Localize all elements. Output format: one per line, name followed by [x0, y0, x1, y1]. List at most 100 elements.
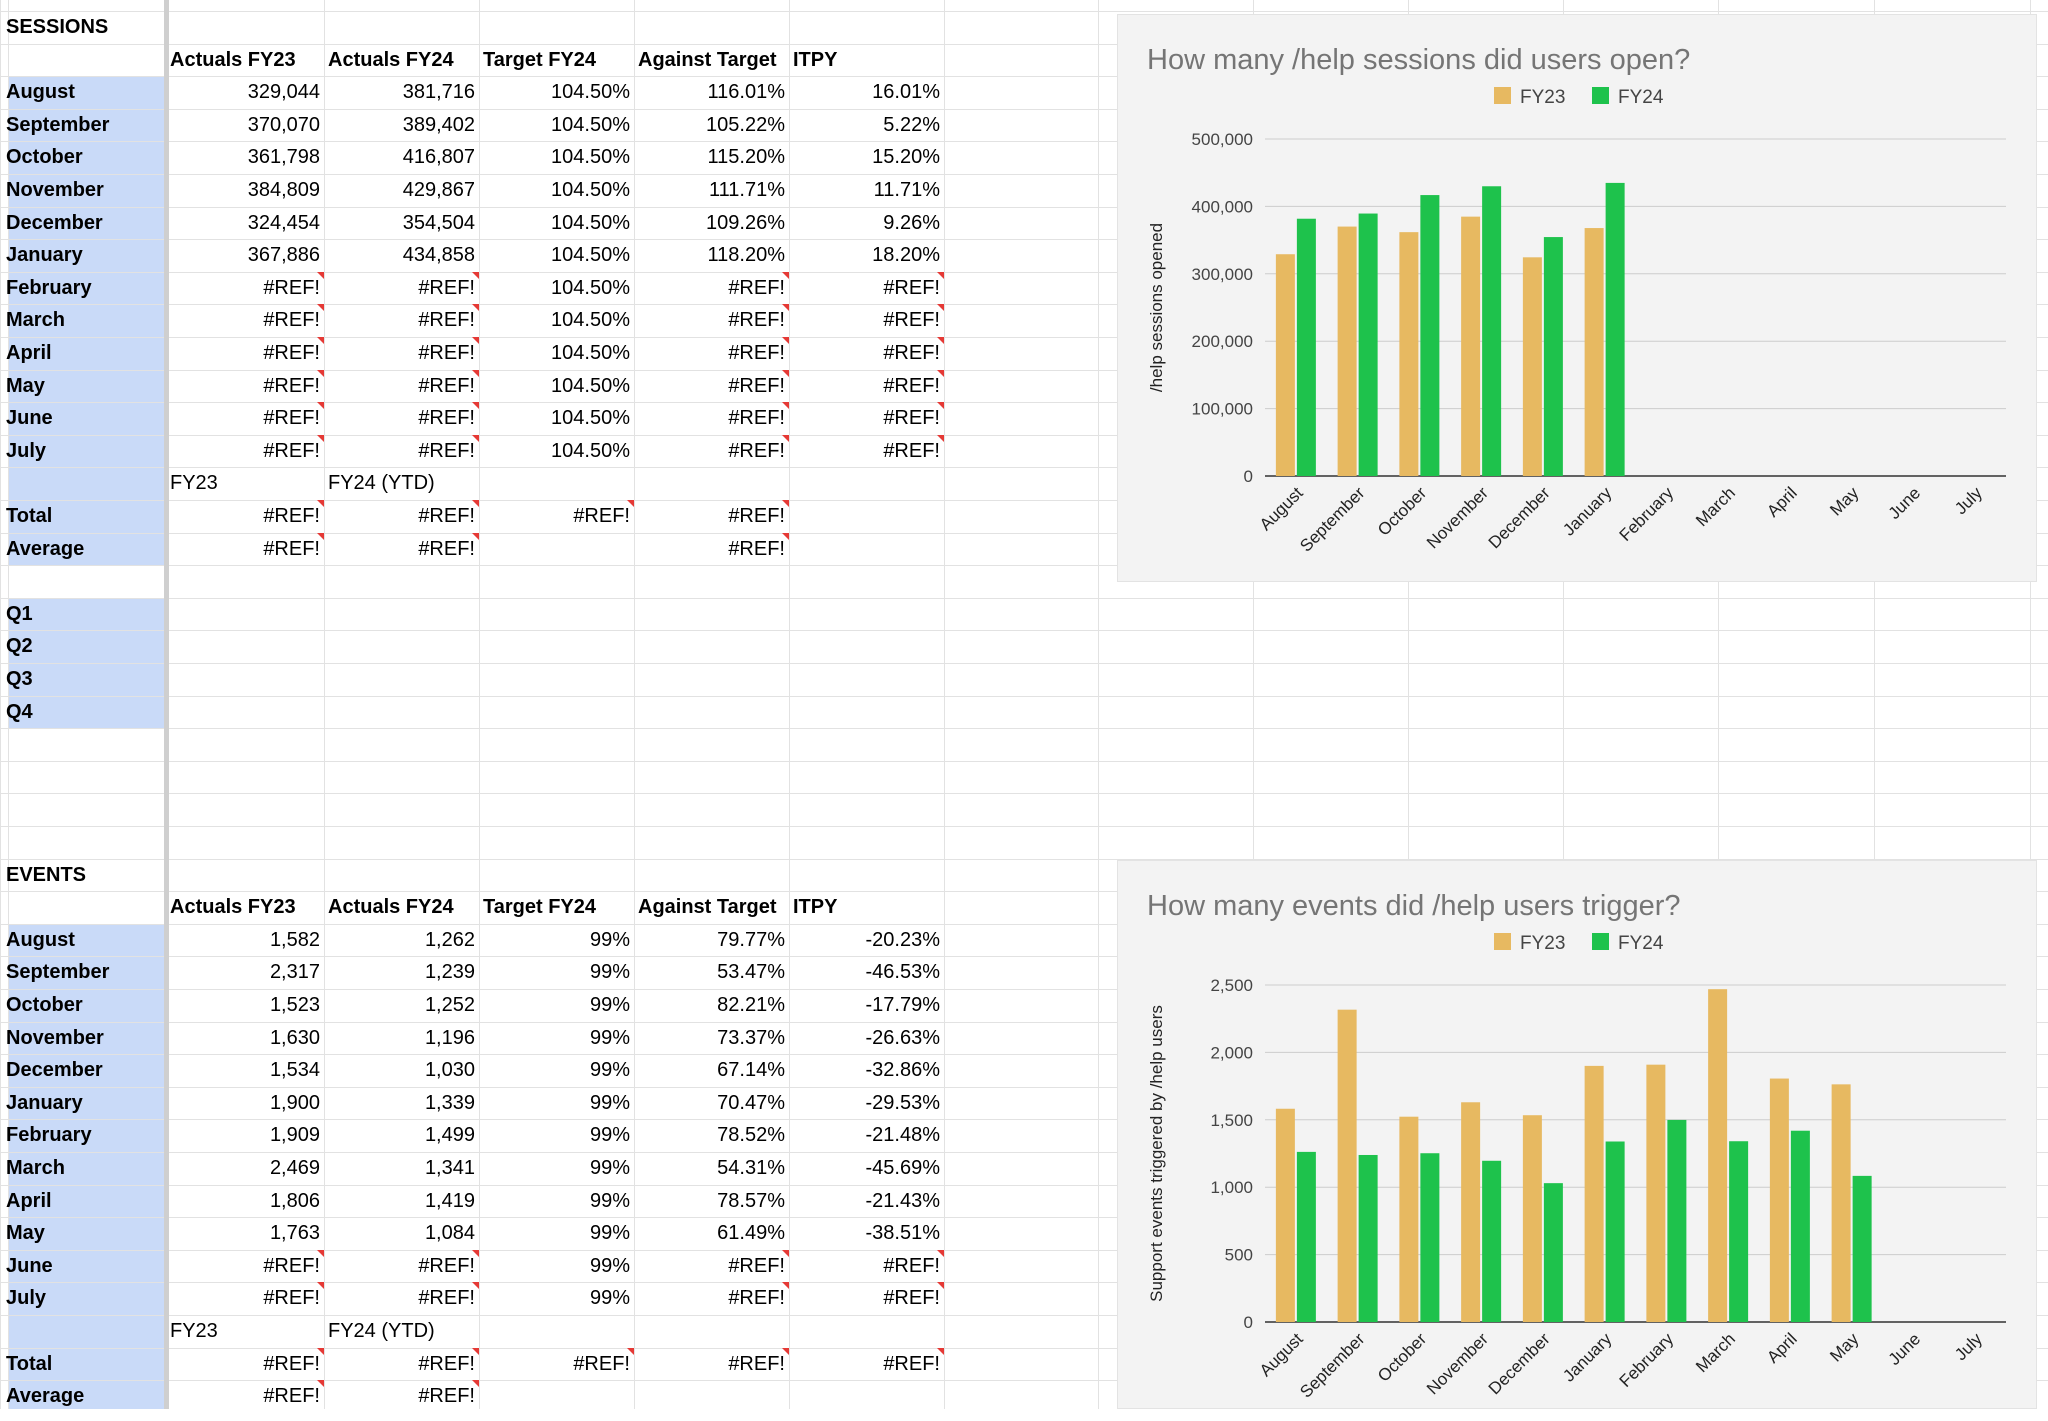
- column-header[interactable]: Target FY24: [483, 896, 596, 919]
- summary-subheader[interactable]: FY23: [170, 472, 218, 495]
- bar-fy24-november[interactable]: [1482, 1160, 1502, 1322]
- table-cell[interactable]: 416,807: [402, 146, 475, 169]
- table-cell[interactable]: #REF!: [789, 1249, 944, 1282]
- table-cell[interactable]: 99%: [589, 928, 630, 951]
- bar-fy23-november[interactable]: [1461, 1102, 1481, 1322]
- table-cell[interactable]: #REF!: [634, 369, 789, 402]
- row-label-month[interactable]: December: [0, 1054, 103, 1086]
- table-cell[interactable]: #REF!: [324, 434, 479, 467]
- table-cell[interactable]: 99%: [589, 1091, 630, 1114]
- table-cell[interactable]: 361,798: [247, 146, 320, 169]
- table-cell[interactable]: 104.50%: [551, 146, 630, 169]
- table-cell[interactable]: 1,252: [424, 994, 475, 1016]
- bar-fy24-november[interactable]: [1482, 186, 1502, 476]
- table-cell[interactable]: #REF!: [166, 402, 324, 434]
- table-cell[interactable]: #REF!: [789, 369, 944, 402]
- column-header[interactable]: Target FY24: [483, 48, 596, 71]
- summary-cell[interactable]: #REF!: [634, 1347, 789, 1380]
- table-cell[interactable]: #REF!: [166, 1249, 324, 1282]
- table-cell[interactable]: 105.22%: [706, 113, 785, 136]
- table-cell[interactable]: 1,630: [269, 1026, 320, 1049]
- table-cell[interactable]: 99%: [589, 1124, 630, 1147]
- table-cell[interactable]: #REF!: [166, 1282, 324, 1314]
- row-label-month[interactable]: May: [0, 370, 45, 402]
- bar-fy23-january[interactable]: [1584, 228, 1604, 476]
- table-cell[interactable]: 2,469: [269, 1157, 320, 1179]
- bar-fy24-may[interactable]: [1852, 1175, 1872, 1322]
- row-label-month[interactable]: August: [0, 924, 75, 956]
- table-cell[interactable]: 16.01%: [872, 81, 940, 104]
- bar-fy23-january[interactable]: [1584, 1065, 1604, 1322]
- bar-fy24-january[interactable]: [1605, 1141, 1625, 1322]
- summary-cell[interactable]: #REF!: [166, 1380, 324, 1412]
- summary-row-label[interactable]: Total: [0, 1348, 52, 1380]
- table-cell[interactable]: -38.51%: [865, 1222, 941, 1245]
- table-cell[interactable]: 15.20%: [872, 146, 940, 169]
- table-cell[interactable]: 370,070: [247, 113, 320, 136]
- table-cell[interactable]: 104.50%: [551, 407, 630, 430]
- column-header[interactable]: Against Target: [638, 896, 777, 919]
- table-cell[interactable]: 99%: [589, 1059, 630, 1082]
- table-cell[interactable]: 99%: [589, 1189, 630, 1212]
- row-label-month[interactable]: February: [0, 272, 92, 304]
- column-header[interactable]: Actuals FY23: [170, 896, 296, 919]
- table-cell[interactable]: #REF!: [324, 1282, 479, 1314]
- sessions-chart[interactable]: How many /help sessions did users open? F…: [1117, 14, 2037, 582]
- table-cell[interactable]: 99%: [589, 1222, 630, 1245]
- summary-cell[interactable]: #REF!: [166, 532, 324, 565]
- column-header[interactable]: ITPY: [793, 896, 838, 919]
- row-label-month[interactable]: December: [0, 207, 103, 239]
- table-cell[interactable]: 1,341: [424, 1157, 475, 1179]
- row-label-month[interactable]: October: [0, 141, 83, 173]
- table-cell[interactable]: -26.63%: [865, 1026, 941, 1049]
- table-cell[interactable]: #REF!: [789, 304, 944, 336]
- table-cell[interactable]: 104.50%: [551, 113, 630, 136]
- table-cell[interactable]: #REF!: [324, 1249, 479, 1282]
- table-cell[interactable]: 53.47%: [717, 961, 785, 984]
- bar-fy23-december[interactable]: [1522, 1115, 1542, 1322]
- row-label-month[interactable]: February: [0, 1119, 92, 1151]
- table-cell[interactable]: 329,044: [247, 81, 320, 104]
- table-cell[interactable]: 73.37%: [717, 1026, 785, 1049]
- table-cell[interactable]: 99%: [589, 1254, 630, 1277]
- table-cell[interactable]: 78.52%: [717, 1124, 785, 1147]
- table-cell[interactable]: 2,317: [269, 961, 320, 984]
- summary-subheader[interactable]: FY24 (YTD): [328, 472, 435, 495]
- table-cell[interactable]: #REF!: [166, 369, 324, 402]
- table-cell[interactable]: 367,886: [247, 244, 320, 267]
- table-cell[interactable]: 1,523: [269, 994, 320, 1016]
- column-header[interactable]: Against Target: [638, 48, 777, 71]
- table-cell[interactable]: 1,763: [269, 1222, 320, 1245]
- table-cell[interactable]: 61.49%: [717, 1222, 785, 1245]
- table-cell[interactable]: 429,867: [402, 179, 475, 201]
- table-cell[interactable]: #REF!: [789, 1282, 944, 1314]
- table-cell[interactable]: 1,262: [424, 928, 475, 951]
- bar-fy23-may[interactable]: [1831, 1084, 1851, 1322]
- column-header[interactable]: ITPY: [793, 48, 838, 71]
- bar-fy23-december[interactable]: [1522, 257, 1542, 476]
- events-chart[interactable]: How many events did /help users trigger?…: [1117, 860, 2037, 1409]
- table-cell[interactable]: 70.47%: [717, 1091, 785, 1114]
- row-label-month[interactable]: May: [0, 1217, 45, 1249]
- table-cell[interactable]: #REF!: [324, 402, 479, 434]
- bar-fy23-august[interactable]: [1275, 1108, 1295, 1322]
- table-cell[interactable]: 1,239: [424, 961, 475, 984]
- table-cell[interactable]: 99%: [589, 1026, 630, 1049]
- table-cell[interactable]: 104.50%: [551, 211, 630, 234]
- column-header[interactable]: Actuals FY24: [328, 48, 454, 71]
- table-cell[interactable]: #REF!: [634, 271, 789, 304]
- table-cell[interactable]: #REF!: [789, 402, 944, 434]
- table-cell[interactable]: -21.43%: [865, 1189, 941, 1212]
- table-cell[interactable]: -29.53%: [865, 1091, 941, 1114]
- table-cell[interactable]: 9.26%: [883, 211, 940, 234]
- table-cell[interactable]: -46.53%: [865, 961, 941, 984]
- quarter-label[interactable]: Q4: [0, 696, 33, 728]
- table-cell[interactable]: 1,806: [269, 1189, 320, 1212]
- table-cell[interactable]: #REF!: [324, 271, 479, 304]
- table-cell[interactable]: 109.26%: [706, 211, 785, 234]
- table-cell[interactable]: 78.57%: [717, 1189, 785, 1212]
- bar-fy24-february[interactable]: [1667, 1119, 1687, 1322]
- table-cell[interactable]: 118.20%: [707, 244, 785, 267]
- summary-subheader[interactable]: FY23: [170, 1320, 218, 1342]
- table-cell[interactable]: 99%: [589, 994, 630, 1016]
